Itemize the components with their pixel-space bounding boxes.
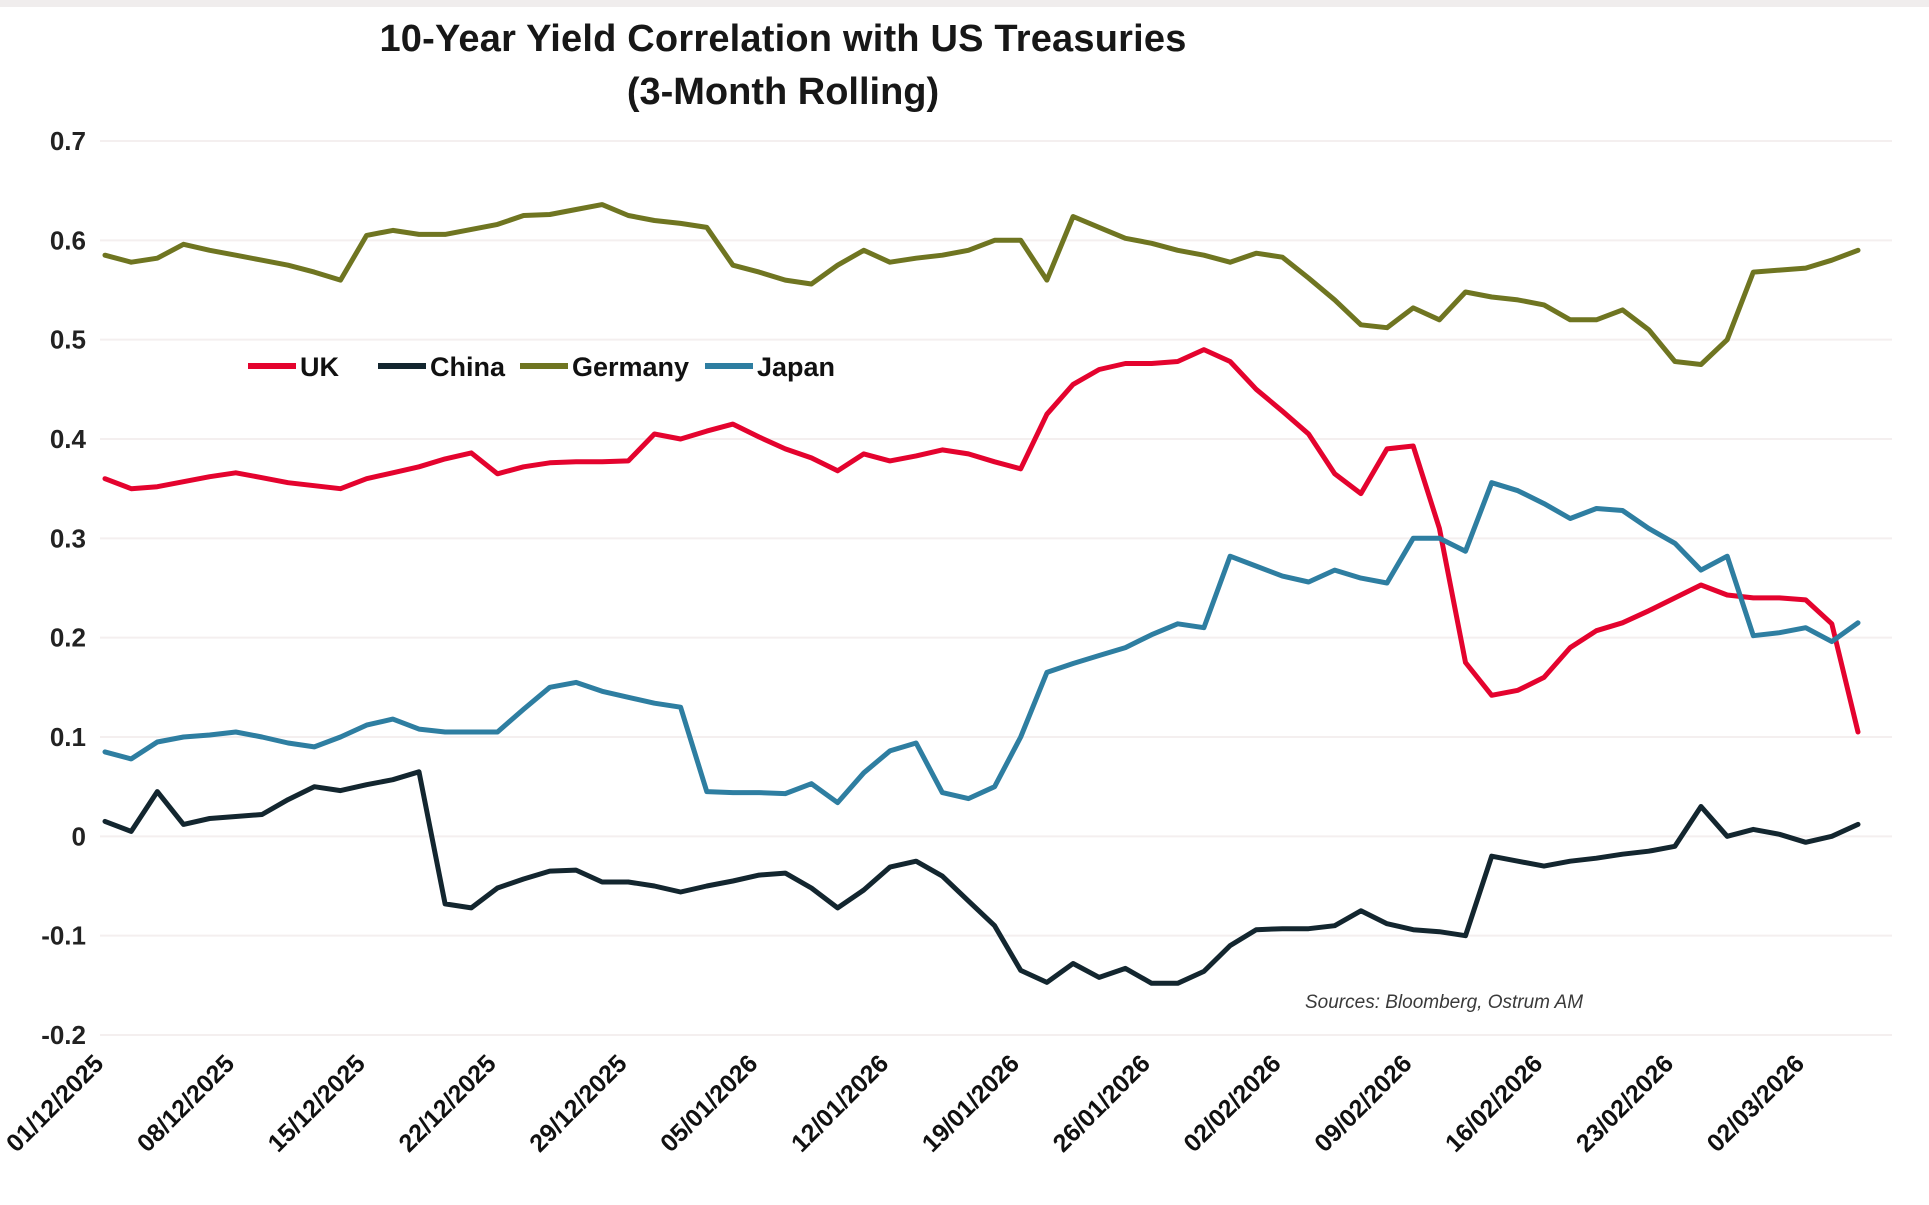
y-tick-label: 0.2 [50,623,86,653]
x-tick-label: 01/12/2025 [1,1049,109,1157]
page-subtitle: (3-Month Rolling) [626,71,940,113]
legend-label: China [430,352,506,382]
x-tick-label: 29/12/2025 [524,1049,632,1157]
x-tick-label: 08/12/2025 [132,1049,240,1157]
y-tick-label: 0.6 [50,225,86,255]
legend-item-uk: UK [248,352,339,382]
x-tick-label: 02/03/2026 [1702,1049,1810,1157]
gridlines [100,140,1892,1036]
y-tick-label: 0.3 [50,523,86,553]
legend-item-japan: Japan [705,352,835,382]
legend-item-germany: Germany [520,352,689,382]
legend: UK China Germany Japan [248,352,835,382]
series-line-china [102,769,1861,986]
source-note: Sources: Bloomberg, Ostrum AM [1305,992,1584,1013]
y-tick-label: 0.5 [50,325,86,355]
x-axis-labels: 01/12/2025 08/12/2025 15/12/2025 22/12/2025… [1,1049,1810,1157]
legend-label: Germany [572,352,689,382]
y-tick-label: -0.2 [41,1020,86,1050]
page-title: 10-Year Yield Correlation with US Treasu… [379,18,1187,60]
x-tick-label: 12/01/2026 [786,1049,894,1157]
x-tick-label: 02/02/2026 [1178,1049,1286,1157]
y-tick-label: 0 [72,821,86,851]
title-block: 10-Year Yield Correlation with US Treasu… [0,18,1566,114]
series-line-uk [102,347,1861,735]
x-tick-label: 22/12/2025 [393,1049,501,1157]
legend-item-china: China [378,352,506,382]
y-axis-labels: 0.7 0.6 0.5 0.4 0.3 0.2 0.1 0 -0.1 -0.2 [41,126,86,1050]
series-line-japan [102,480,1861,806]
y-tick-label: 0.7 [50,126,86,156]
legend-label: Japan [757,352,835,382]
y-tick-label: -0.1 [41,921,86,951]
x-tick-label: 26/01/2026 [1048,1049,1156,1157]
x-tick-label: 16/02/2026 [1440,1049,1548,1157]
series-lines [102,202,1861,986]
y-tick-label: 0.4 [50,424,87,454]
x-tick-label: 19/01/2026 [917,1049,1025,1157]
x-tick-label: 23/02/2026 [1571,1049,1679,1157]
series-line-germany [102,202,1861,367]
x-tick-label: 05/01/2026 [655,1049,763,1157]
x-tick-label: 09/02/2026 [1309,1049,1417,1157]
y-tick-label: 0.1 [50,722,86,752]
x-tick-label: 15/12/2025 [263,1049,371,1157]
page-top-edge [0,0,1929,7]
legend-label: UK [300,352,339,382]
